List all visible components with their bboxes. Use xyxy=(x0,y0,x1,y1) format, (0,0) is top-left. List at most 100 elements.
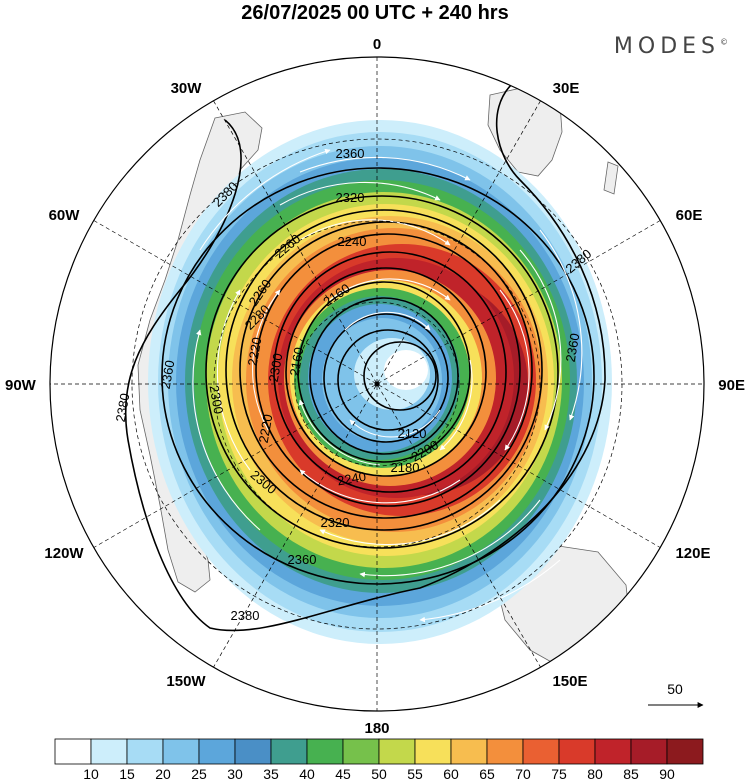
colorbar-swatch xyxy=(54,738,92,765)
colorbar-swatch xyxy=(558,738,596,765)
colorbar: 10 15 20 25 30 35 40 45 50 55 60 65 70 75 80 85 90 xyxy=(54,738,704,782)
contour-label: 2360 xyxy=(158,359,178,390)
lon-label-30w: 30W xyxy=(171,80,203,97)
latitude-circle xyxy=(294,301,460,467)
contour-label-group: 2120 xyxy=(398,426,427,441)
streamline xyxy=(299,156,471,181)
contour-label-group: 2240 xyxy=(336,469,367,489)
brand-text: MODES xyxy=(613,34,720,59)
colorbar-swatch xyxy=(486,738,524,765)
contour-label-group: 2220 xyxy=(256,413,276,444)
lon-label-30e: 30E xyxy=(553,80,580,97)
colorbar-swatch xyxy=(630,738,668,765)
streamline xyxy=(192,329,261,531)
contour-label-group: 2360 xyxy=(336,146,365,161)
contour-label: 2240 xyxy=(338,234,367,249)
streamline xyxy=(499,289,530,451)
colorbar-swatch xyxy=(198,738,236,765)
geopotential-contours xyxy=(124,83,606,632)
colorbar-swatch xyxy=(666,738,704,765)
contour-label: 2320 xyxy=(336,190,365,205)
contour-label-group: 2300 xyxy=(266,352,286,383)
contour-label: 2360 xyxy=(563,332,583,363)
contour-2380-outer xyxy=(124,83,606,632)
streamline xyxy=(279,181,441,206)
contour-label-group: 2180 xyxy=(391,460,420,475)
colorbar-label: 40 xyxy=(299,766,315,782)
contour-2300 xyxy=(225,209,543,531)
colorbar-swatch xyxy=(594,738,632,765)
reference-vector-label: 50 xyxy=(667,681,683,697)
colorbar-label: 75 xyxy=(551,766,567,782)
contour-label-group: 2240 xyxy=(338,234,367,249)
contour-2240 xyxy=(273,251,507,493)
colorbar-label: 20 xyxy=(155,766,171,782)
contour-label-group: 2300 xyxy=(207,384,227,415)
colorbar-swatch xyxy=(126,738,164,765)
wind-streamlines xyxy=(192,148,583,623)
streamline xyxy=(519,249,562,431)
shade-calm-core xyxy=(384,350,428,390)
colorbar-label: 90 xyxy=(659,766,675,782)
contour-label: 2120 xyxy=(398,426,427,441)
map-frame xyxy=(49,56,705,712)
colorbar-swatch xyxy=(378,738,416,765)
contour-label-group: 2360 xyxy=(158,359,178,390)
contour-label-group: 2380 xyxy=(231,608,260,623)
streamline xyxy=(539,229,583,421)
contour-label: 2300 xyxy=(266,352,286,383)
colorbar-label: 55 xyxy=(407,766,423,782)
colorbar-label: 50 xyxy=(371,766,387,782)
colorbar-swatch xyxy=(342,738,380,765)
contour-label: 2160 xyxy=(287,346,307,377)
contour-2220 xyxy=(285,267,487,477)
colorbar-swatch xyxy=(270,738,308,765)
streamline xyxy=(344,311,431,331)
streamline xyxy=(252,289,281,431)
colorbar-swatch xyxy=(414,738,452,765)
contour-2320 xyxy=(205,195,559,549)
contour-label: 2220 xyxy=(256,413,276,444)
colorbar-label: 80 xyxy=(587,766,603,782)
lon-label-90e: 90E xyxy=(718,377,745,394)
contour-2120 xyxy=(363,341,437,411)
colorbar-label: 30 xyxy=(227,766,243,782)
colorbar-swatch xyxy=(234,738,272,765)
colorbar-label: 65 xyxy=(479,766,495,782)
streamline xyxy=(199,148,331,251)
contour-label: 2320 xyxy=(321,515,350,530)
contour-label: 2380 xyxy=(231,608,260,623)
modes-logo: MODES© xyxy=(614,34,728,59)
lon-label-60w: 60W xyxy=(49,207,81,224)
contour-2280 xyxy=(239,221,533,519)
contour-label-group: 2360 xyxy=(563,332,583,363)
contour-2140 xyxy=(337,329,439,431)
contour-2160 xyxy=(323,313,449,443)
south-pole-dot xyxy=(374,381,380,387)
reference-vector: 50 xyxy=(648,681,704,708)
contour-label-group: 2360 xyxy=(288,552,317,567)
map-title: 26/07/2025 00 UTC + 240 hrs xyxy=(241,2,509,24)
streamline xyxy=(419,559,561,623)
streamline xyxy=(329,278,451,301)
colorbar-label: 45 xyxy=(335,766,351,782)
contour-label-group: 2380 xyxy=(113,392,133,423)
contour-label: 2360 xyxy=(336,146,365,161)
madagascar-land xyxy=(603,161,619,195)
colorbar-label: 70 xyxy=(515,766,531,782)
lon-label-150w: 150W xyxy=(166,673,206,690)
colorbar-label: 35 xyxy=(263,766,279,782)
streamline xyxy=(299,219,451,246)
streamline xyxy=(359,499,541,578)
streamline xyxy=(349,409,441,438)
colorbar-label: 15 xyxy=(119,766,135,782)
contour-label: 2300 xyxy=(207,384,227,415)
colorbar-swatch xyxy=(522,738,560,765)
contour-label-group: 2320 xyxy=(336,190,365,205)
contour-2180 xyxy=(309,297,459,455)
contour-label: 2360 xyxy=(288,552,317,567)
contour-2260 xyxy=(255,233,521,507)
lon-label-120w: 120W xyxy=(44,545,84,562)
contour-label: 2380 xyxy=(113,392,133,423)
